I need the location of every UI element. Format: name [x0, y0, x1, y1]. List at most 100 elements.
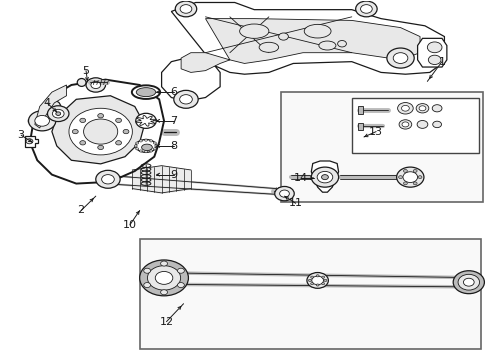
Circle shape: [401, 105, 408, 111]
Circle shape: [310, 276, 313, 278]
Bar: [281, 92, 483, 202]
Circle shape: [386, 48, 413, 68]
Circle shape: [278, 33, 288, 40]
Circle shape: [337, 41, 346, 47]
Circle shape: [177, 283, 184, 288]
Circle shape: [180, 5, 191, 13]
Circle shape: [35, 116, 49, 126]
Text: 7: 7: [170, 116, 177, 126]
Circle shape: [140, 260, 188, 296]
Circle shape: [311, 276, 323, 285]
Circle shape: [52, 109, 64, 118]
Circle shape: [306, 273, 328, 288]
Circle shape: [452, 271, 484, 294]
Text: 10: 10: [122, 220, 137, 230]
Circle shape: [179, 95, 192, 104]
Circle shape: [279, 190, 289, 197]
Circle shape: [102, 175, 114, 184]
Circle shape: [416, 121, 427, 129]
Circle shape: [321, 175, 328, 180]
Circle shape: [173, 90, 198, 108]
Circle shape: [401, 122, 408, 127]
Circle shape: [316, 284, 319, 286]
Polygon shape: [311, 161, 338, 192]
Circle shape: [321, 283, 324, 285]
Circle shape: [412, 182, 416, 185]
Circle shape: [398, 176, 402, 179]
Circle shape: [153, 142, 156, 144]
Bar: [140, 239, 480, 348]
Circle shape: [418, 106, 425, 111]
Circle shape: [26, 139, 33, 144]
Circle shape: [56, 112, 61, 116]
Circle shape: [80, 118, 85, 122]
Circle shape: [427, 42, 441, 53]
Circle shape: [432, 121, 441, 128]
Text: 1: 1: [438, 57, 445, 67]
Text: 3: 3: [18, 130, 24, 140]
Text: 13: 13: [368, 127, 383, 136]
Circle shape: [360, 5, 371, 13]
Circle shape: [86, 78, 105, 92]
Circle shape: [123, 130, 129, 134]
Polygon shape: [25, 136, 38, 147]
Circle shape: [431, 105, 441, 112]
Text: 8: 8: [170, 141, 177, 151]
Circle shape: [155, 145, 158, 147]
Circle shape: [116, 118, 121, 122]
Circle shape: [396, 167, 423, 187]
Ellipse shape: [304, 24, 330, 38]
Circle shape: [321, 276, 324, 278]
Circle shape: [415, 104, 428, 113]
Circle shape: [139, 150, 142, 152]
Circle shape: [316, 275, 319, 277]
Circle shape: [403, 170, 407, 172]
Polygon shape: [35, 85, 66, 128]
Polygon shape: [52, 96, 144, 164]
Circle shape: [155, 271, 172, 284]
Circle shape: [144, 139, 147, 141]
Circle shape: [160, 290, 167, 295]
Circle shape: [311, 167, 338, 187]
Text: 9: 9: [170, 170, 177, 180]
Polygon shape: [30, 80, 163, 184]
Text: 12: 12: [159, 317, 173, 327]
Circle shape: [324, 279, 326, 282]
Circle shape: [47, 106, 69, 122]
Circle shape: [177, 268, 184, 273]
Ellipse shape: [136, 87, 156, 96]
Ellipse shape: [142, 144, 152, 150]
Bar: [357, 123, 362, 130]
Circle shape: [96, 170, 120, 188]
Circle shape: [98, 145, 103, 150]
Circle shape: [147, 266, 180, 290]
Circle shape: [72, 130, 78, 134]
Circle shape: [143, 268, 150, 273]
Circle shape: [149, 140, 152, 142]
Ellipse shape: [132, 85, 160, 99]
Ellipse shape: [77, 78, 86, 86]
Ellipse shape: [259, 42, 278, 52]
Circle shape: [28, 111, 56, 131]
Polygon shape: [161, 3, 444, 101]
Circle shape: [457, 274, 479, 290]
Circle shape: [397, 103, 412, 114]
Circle shape: [274, 186, 294, 201]
Circle shape: [135, 148, 138, 150]
Circle shape: [317, 171, 332, 183]
Circle shape: [417, 176, 421, 179]
Ellipse shape: [136, 139, 156, 152]
Text: 11: 11: [288, 198, 302, 208]
Circle shape: [412, 170, 416, 172]
Text: 2: 2: [78, 206, 84, 216]
Circle shape: [116, 141, 121, 145]
Circle shape: [144, 151, 147, 153]
Text: 4: 4: [43, 98, 50, 108]
Polygon shape: [417, 39, 446, 67]
Circle shape: [69, 108, 132, 155]
Circle shape: [427, 55, 440, 64]
Circle shape: [91, 81, 101, 89]
Circle shape: [43, 100, 61, 113]
Bar: [351, 98, 478, 153]
Circle shape: [355, 1, 376, 17]
